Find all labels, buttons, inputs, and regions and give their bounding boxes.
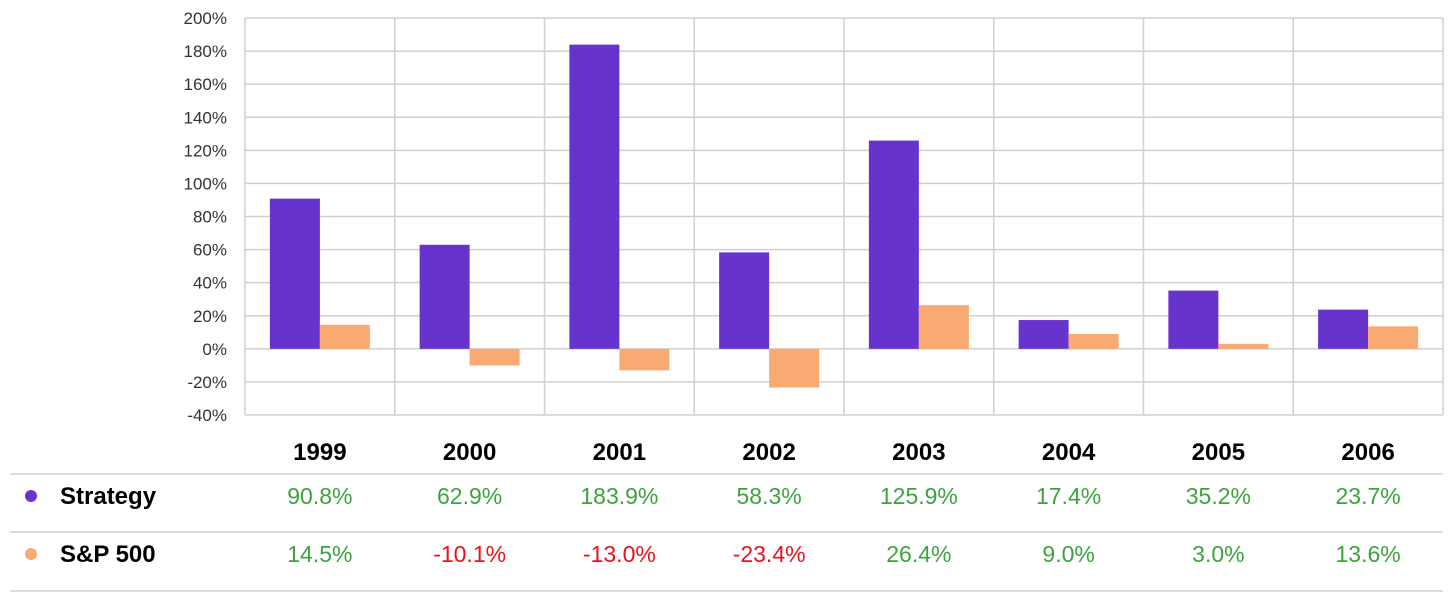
- data-label: 17.4%: [1036, 483, 1101, 509]
- bar-sp500: [1368, 326, 1419, 349]
- bar-sp500: [918, 305, 969, 349]
- data-label: -23.4%: [733, 541, 806, 567]
- bar-strategy: [269, 198, 320, 349]
- bar-strategy: [1018, 320, 1069, 349]
- data-label: 35.2%: [1186, 483, 1251, 509]
- bar-strategy: [569, 44, 620, 349]
- legend-label: S&P 500: [60, 541, 156, 568]
- bar-strategy: [1168, 290, 1219, 349]
- bar-sp500: [1218, 343, 1269, 349]
- x-tick-label: 2004: [1042, 439, 1096, 466]
- bar-strategy: [868, 140, 919, 349]
- bar-sp500: [469, 348, 520, 366]
- data-label: 125.9%: [880, 483, 958, 509]
- legend-label: Strategy: [60, 483, 157, 510]
- y-tick-label: 120%: [184, 141, 227, 160]
- data-label: 9.0%: [1042, 541, 1094, 567]
- y-tick-label: -20%: [187, 373, 227, 392]
- data-table: 1999 2000 2001 2002 2003 2004 2005 2006 Strategy…: [10, 439, 1443, 592]
- data-label: 3.0%: [1192, 541, 1244, 567]
- bar-strategy: [1318, 309, 1369, 349]
- data-label: 58.3%: [737, 483, 802, 509]
- data-label: 26.4%: [886, 541, 951, 567]
- y-tick-label: 100%: [184, 174, 227, 193]
- x-tick-label: 1999: [293, 439, 346, 466]
- y-tick-label: 200%: [184, 9, 227, 28]
- y-tick-label: 40%: [193, 274, 227, 293]
- bar-strategy: [419, 244, 470, 349]
- y-tick-label: 60%: [193, 241, 227, 260]
- y-tick-label: 80%: [193, 208, 227, 227]
- data-label: -10.1%: [433, 541, 506, 567]
- y-axis: -40% -20% 0% 20% 40% 60% 80% 100% 120% 140% 160% 18…: [184, 9, 227, 425]
- bars: [269, 44, 1419, 388]
- data-label: 13.6%: [1336, 541, 1401, 567]
- x-tick-label: 2001: [593, 439, 646, 466]
- data-label: -13.0%: [583, 541, 656, 567]
- x-tick-label: 2003: [892, 439, 945, 466]
- x-tick-label: 2006: [1341, 439, 1394, 466]
- y-tick-label: 20%: [193, 307, 227, 326]
- bar-sp500: [769, 348, 820, 388]
- y-tick-label: 140%: [184, 108, 227, 127]
- x-tick-label: 2002: [742, 439, 795, 466]
- legend-marker: [25, 548, 37, 560]
- y-tick-label: 180%: [184, 42, 227, 61]
- x-tick-label: 2000: [443, 439, 496, 466]
- bar-sp500: [619, 348, 670, 371]
- data-label: 23.7%: [1336, 483, 1401, 509]
- data-label: 62.9%: [437, 483, 502, 509]
- y-tick-label: 160%: [184, 75, 227, 94]
- data-label: 90.8%: [287, 483, 352, 509]
- data-label: 14.5%: [287, 541, 352, 567]
- bar-sp500: [1068, 333, 1119, 349]
- bar-strategy: [719, 252, 770, 349]
- bar-sp500: [319, 324, 370, 349]
- legend-marker: [25, 490, 37, 502]
- y-tick-label: 0%: [202, 340, 227, 359]
- x-tick-label: 2005: [1192, 439, 1245, 466]
- y-tick-label: -40%: [187, 406, 227, 425]
- grid: [244, 17, 1444, 416]
- data-label: 183.9%: [580, 483, 658, 509]
